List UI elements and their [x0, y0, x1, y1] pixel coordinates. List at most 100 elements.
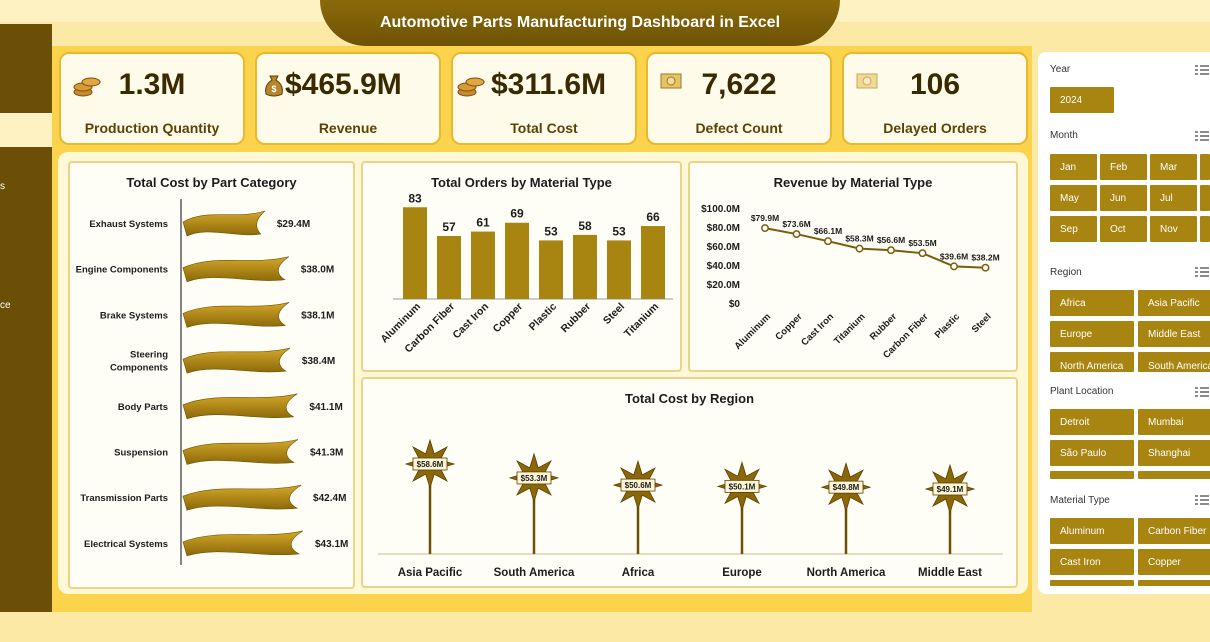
slicer-item-material-partial[interactable] — [1050, 580, 1134, 586]
tick-label: $80.0M — [707, 223, 740, 234]
slicer-item-month[interactable]: Mar — [1150, 154, 1197, 180]
chart-title: Total Orders by Material Type — [431, 175, 612, 190]
slicer-item-material[interactable]: Cast Iron — [1050, 549, 1134, 575]
sidebar-active-item[interactable] — [0, 113, 52, 147]
slicer-item-plant[interactable]: São Paulo — [1050, 440, 1134, 466]
data-label: $58.6M — [417, 460, 444, 469]
label-box — [516, 471, 552, 485]
data-label: $42.4M — [313, 493, 346, 504]
tick-label: Steel — [970, 311, 994, 335]
data-label: $29.4M — [277, 219, 310, 230]
slicer-item-month[interactable]: Feb — [1100, 154, 1147, 180]
slicer-item-plant-partial[interactable] — [1050, 471, 1134, 479]
tick-label: Body Parts — [118, 402, 168, 413]
tick-label: $40.0M — [707, 261, 740, 272]
kpi-label: Total Cost — [510, 120, 578, 136]
coins-icon — [457, 77, 485, 97]
tick-label: Copper — [773, 311, 805, 343]
bar — [182, 439, 299, 465]
slicer-item-month[interactable]: Jun — [1100, 185, 1147, 211]
data-label: $38.0M — [301, 265, 334, 276]
tick-label: Steel — [601, 301, 627, 327]
point — [950, 262, 958, 271]
slicer-item-plant[interactable]: Detroit — [1050, 409, 1134, 435]
tick-label: Titanium — [832, 311, 868, 347]
slicer-item-month[interactable]: Jan — [1050, 154, 1097, 180]
slicer-item-material[interactable]: Copper — [1138, 549, 1210, 575]
multi-select-icon[interactable] — [1194, 494, 1210, 506]
tick-label: Europe — [722, 567, 762, 579]
point — [887, 246, 895, 255]
slicer-item-plant[interactable]: Mumbai — [1138, 409, 1210, 435]
slicer-item-material-partial[interactable] — [1138, 580, 1210, 586]
tick-label: Engine Components — [76, 265, 168, 276]
tick-label: Aluminum — [732, 311, 773, 352]
multi-select-icon[interactable] — [1194, 64, 1210, 76]
series-line — [764, 227, 986, 269]
multi-select-icon[interactable] — [1194, 130, 1210, 142]
bar — [539, 240, 563, 299]
tick-label: Components — [110, 363, 168, 374]
slicer-item-month[interactable]: May — [1050, 185, 1097, 211]
bar — [182, 347, 291, 374]
slicer-item-region[interactable]: Europe — [1050, 321, 1134, 347]
tick-label: $100.0M — [701, 204, 740, 215]
slicer-item-month-partial[interactable] — [1200, 216, 1210, 242]
data-label: 58 — [578, 219, 592, 233]
slicer-item-year[interactable]: 2024 — [1050, 87, 1114, 113]
data-label: 69 — [510, 207, 524, 221]
svg-text:$: $ — [271, 84, 276, 94]
bar — [182, 256, 289, 283]
data-label: $50.1M — [729, 482, 756, 491]
tick-label: Asia Pacific — [398, 567, 463, 579]
chart-title: Total Cost by Region — [624, 391, 755, 406]
slicer-item-material[interactable]: Aluminum — [1050, 518, 1134, 544]
sidebar-label-fragment[interactable]: ce — [0, 300, 11, 311]
chart-panel-orders-by-material: Total Orders by Material Type 83 Aluminum… — [361, 161, 682, 372]
chart-title: Revenue by Material Type — [773, 175, 933, 190]
tick-label: Electrical Systems — [84, 539, 168, 550]
multi-select-icon[interactable] — [1194, 386, 1210, 398]
data-label: $41.3M — [310, 448, 343, 459]
data-label: $53.3M — [521, 474, 548, 483]
data-label: 83 — [408, 191, 422, 205]
bar — [437, 236, 461, 299]
slicer-item-month-partial[interactable] — [1200, 185, 1210, 211]
sidebar-label-fragment[interactable]: s — [0, 181, 5, 192]
slicer-item-month[interactable]: Oct — [1100, 216, 1147, 242]
slicer-item-month[interactable]: Jul — [1150, 185, 1197, 211]
slicer-item-month-partial[interactable] — [1200, 154, 1210, 180]
slicer-item-region[interactable]: Asia Pacific — [1138, 290, 1210, 316]
label-box — [828, 480, 864, 494]
slicer-title-month: Month — [1050, 130, 1078, 141]
slicer-item-month[interactable]: Sep — [1050, 216, 1097, 242]
slicer-item-material[interactable]: Carbon Fiber — [1138, 518, 1210, 544]
tick-label: Middle East — [918, 567, 982, 579]
slicer-item-plant-partial[interactable] — [1138, 471, 1210, 479]
tick-label: Suspension — [114, 448, 168, 459]
tick-label: Exhaust Systems — [89, 219, 168, 230]
data-label: 66 — [646, 210, 660, 224]
multi-select-icon[interactable] — [1194, 266, 1210, 278]
slicer-item-region[interactable]: Africa — [1050, 290, 1134, 316]
point — [918, 249, 927, 258]
slicer-item-plant[interactable]: Shanghai — [1138, 440, 1210, 466]
slicer-item-region[interactable]: North America — [1050, 352, 1134, 372]
point — [761, 224, 769, 233]
kpi-card-total-cost: $311.6M Total Cost — [451, 52, 637, 145]
kpi-card-delayed: 106 Delayed Orders — [842, 52, 1028, 145]
bar — [182, 393, 298, 420]
data-label: $66.1M — [814, 226, 842, 236]
slicer-item-region[interactable]: South America — [1138, 352, 1210, 372]
tick-label: Africa — [622, 567, 655, 579]
point — [855, 244, 864, 253]
data-label: $56.6M — [877, 235, 905, 245]
tick-label: Titanium — [622, 301, 661, 340]
tick-label: Transmission Parts — [80, 493, 168, 504]
tick-label: North America — [807, 567, 886, 579]
slicer-item-region[interactable]: Middle East — [1138, 321, 1210, 347]
slicer-title-year: Year — [1050, 64, 1071, 75]
slicer-item-month[interactable]: Nov — [1150, 216, 1197, 242]
data-label: 53 — [544, 224, 558, 238]
